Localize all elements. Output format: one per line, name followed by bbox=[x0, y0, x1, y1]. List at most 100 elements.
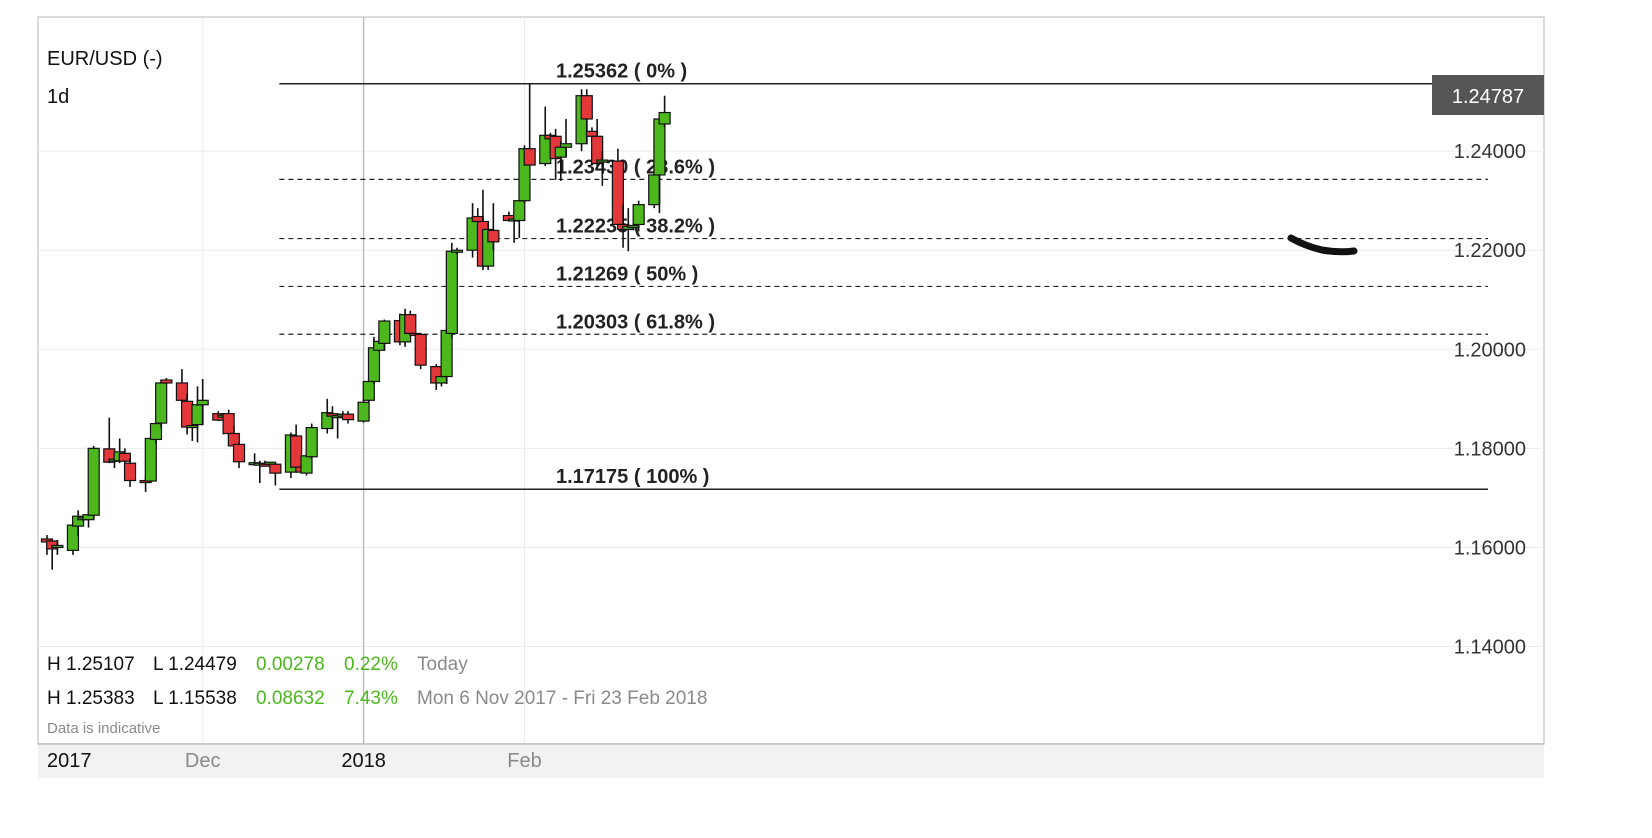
y-tick-label: 1.16000 bbox=[1454, 537, 1526, 559]
candle-body-up bbox=[186, 424, 199, 429]
candle-body-up bbox=[450, 249, 464, 253]
symbol-label: EUR/USD (-) bbox=[47, 48, 163, 70]
y-axis: 1.24000 1.22000 1.20000 1.18000 1.16000 1.140… bbox=[1454, 141, 1526, 658]
today-high: H 1.25107 bbox=[47, 654, 135, 675]
x-tick-label: Dec bbox=[185, 750, 221, 772]
candle bbox=[87, 445, 100, 519]
candle-body-up bbox=[632, 204, 645, 226]
hand-drawn-underline bbox=[1287, 234, 1358, 256]
candle-body-up bbox=[51, 544, 64, 549]
fib-level-label: 1.20303 ( 61.8% ) bbox=[556, 311, 715, 333]
candle-body-down bbox=[414, 333, 427, 366]
interval-label: 1d bbox=[47, 86, 69, 108]
candle bbox=[450, 247, 464, 255]
candle-body-up bbox=[357, 401, 370, 422]
x-axis: 2017 Dec 2018 Feb bbox=[47, 750, 542, 772]
candle bbox=[305, 423, 318, 460]
candle-body-up bbox=[596, 159, 609, 163]
candle-body-down bbox=[118, 452, 131, 462]
candle-body-down bbox=[175, 382, 189, 401]
range-change-pct: 7.43% bbox=[344, 688, 398, 709]
last-price-badge bbox=[1432, 75, 1544, 115]
candle-body-up bbox=[196, 399, 209, 406]
y-tick-label: 1.20000 bbox=[1454, 339, 1526, 361]
candle-body-up bbox=[440, 329, 453, 378]
candle-body-down bbox=[160, 379, 173, 384]
today-low: L 1.24479 bbox=[153, 654, 237, 675]
candle-body-up bbox=[653, 118, 666, 176]
candle-body-down bbox=[341, 413, 355, 421]
candle bbox=[523, 84, 536, 166]
candle-body-up bbox=[539, 134, 552, 165]
candle bbox=[269, 463, 282, 486]
candle bbox=[341, 411, 355, 424]
candle-body-down bbox=[523, 148, 536, 166]
data-indicative-note: Data is indicative bbox=[47, 720, 160, 737]
fib-level-label: 1.17175 ( 100% ) bbox=[556, 466, 709, 488]
candle bbox=[632, 200, 645, 232]
candle bbox=[160, 378, 173, 384]
candle bbox=[144, 435, 157, 483]
candle-body-down bbox=[269, 463, 282, 474]
candle bbox=[222, 409, 235, 436]
today-label: Today bbox=[417, 654, 468, 675]
range-low: L 1.15538 bbox=[153, 688, 237, 709]
candle-body-up bbox=[66, 524, 80, 551]
candle-body-down bbox=[487, 229, 500, 243]
fib-level-label: 1.21269 ( 50% ) bbox=[556, 263, 698, 285]
candle bbox=[559, 118, 573, 157]
candle bbox=[378, 319, 391, 351]
candle-body-up bbox=[466, 217, 479, 251]
candle-body-up bbox=[144, 437, 157, 482]
candle bbox=[487, 203, 500, 251]
range-label: Mon 6 Nov 2017 - Fri 23 Feb 2018 bbox=[417, 688, 707, 709]
candle-body-up bbox=[627, 224, 640, 229]
candle-body-up bbox=[149, 422, 163, 441]
candle-body-up bbox=[554, 146, 567, 158]
candle-body-up bbox=[658, 111, 671, 125]
candle-body-up bbox=[435, 375, 448, 384]
fib-level-label: 1.23430 ( 23.6% ) bbox=[556, 156, 715, 178]
candle bbox=[658, 95, 671, 128]
candle-body-up bbox=[300, 455, 313, 474]
candle-body-up bbox=[191, 404, 204, 426]
candle bbox=[445, 242, 458, 339]
candle-body-up bbox=[362, 380, 375, 401]
candles bbox=[40, 84, 671, 570]
candle-body-down bbox=[222, 413, 235, 435]
candle-body-down bbox=[585, 130, 599, 137]
x-tick-label: 2018 bbox=[341, 750, 386, 772]
candle-body-up bbox=[87, 447, 100, 516]
today-change-pct: 0.22% bbox=[344, 654, 398, 675]
candle-body-down bbox=[232, 443, 246, 463]
candle bbox=[155, 379, 168, 429]
plot-frame bbox=[37, 16, 1545, 745]
stats-today: H 1.25107 L 1.24479 0.00278 0.22% Today bbox=[47, 654, 468, 675]
range-change: 0.08632 bbox=[256, 688, 325, 709]
range-high: H 1.25383 bbox=[47, 688, 135, 709]
fibonacci-levels: 1.25362 ( 0% )1.23430 ( 23.6% )1.22235 (… bbox=[279, 61, 1488, 490]
candle bbox=[596, 151, 609, 186]
candle-body-down bbox=[471, 215, 484, 223]
x-tick-label: Feb bbox=[507, 750, 541, 772]
candle-body-up bbox=[305, 426, 318, 458]
y-tick-label: 1.18000 bbox=[1454, 438, 1526, 460]
candle bbox=[404, 310, 417, 336]
candle-body-up bbox=[559, 143, 573, 148]
candle-body-up bbox=[445, 250, 458, 335]
candle-body-up bbox=[155, 382, 168, 424]
candle-body-down bbox=[611, 160, 625, 226]
candle bbox=[357, 398, 370, 423]
candle-body-down bbox=[123, 462, 137, 482]
fib-level-label: 1.25362 ( 0% ) bbox=[556, 61, 687, 83]
candle-body-up bbox=[378, 320, 391, 344]
candle bbox=[232, 442, 246, 469]
candle-body-up bbox=[648, 174, 661, 206]
today-change: 0.00278 bbox=[256, 654, 325, 675]
candle-body-up bbox=[367, 347, 381, 383]
candle bbox=[414, 333, 427, 370]
y-tick-label: 1.22000 bbox=[1454, 240, 1526, 262]
x-axis-band bbox=[38, 744, 1544, 778]
candle bbox=[123, 458, 137, 487]
